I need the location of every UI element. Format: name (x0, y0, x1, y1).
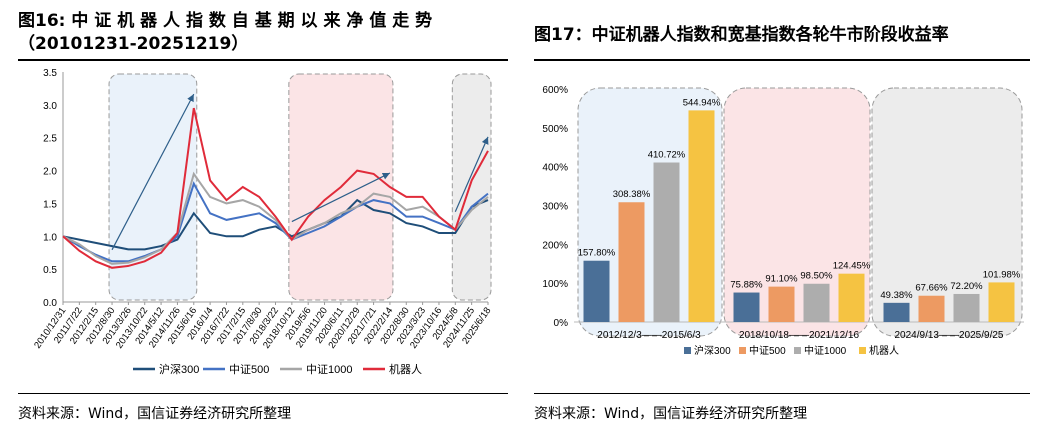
trend-arrow-1 (111, 93, 195, 251)
group-zone-2 (723, 87, 871, 337)
y-tick-label: 500% (542, 124, 568, 135)
bar (803, 283, 830, 322)
highlight-zone-3 (451, 73, 492, 301)
legend-swatch (794, 347, 801, 354)
category-label: 2012/12/3——2015/6/3 (597, 330, 701, 341)
y-tick-label: 3.5 (43, 68, 57, 79)
bar-value-label: 124.45% (833, 261, 871, 272)
y-tick-label: 3.0 (43, 101, 57, 112)
bar-value-label: 67.66% (915, 283, 948, 294)
bar (618, 202, 645, 322)
bar-value-label: 544.94% (683, 97, 721, 108)
bar-value-label: 157.80% (578, 248, 616, 259)
y-tick-label: 2.0 (43, 167, 57, 178)
bar-value-label: 75.88% (730, 280, 763, 291)
bar (768, 286, 795, 322)
bar (653, 162, 680, 322)
group-zone-3 (871, 87, 1023, 337)
bar-value-label: 410.72% (648, 150, 686, 161)
left-bottom-rule (18, 393, 508, 394)
series-line-4 (62, 107, 489, 269)
legend-swatch (859, 347, 866, 354)
bar (953, 293, 980, 322)
legend-label: 机器人 (389, 362, 422, 376)
legend-label: 中证1000 (306, 363, 352, 376)
series-line-2 (62, 181, 489, 263)
y-tick-label: 0% (554, 318, 569, 329)
bar (583, 260, 610, 322)
y-tick-label: 0.0 (43, 298, 57, 309)
bar (883, 302, 910, 322)
left-title-rule (18, 59, 508, 61)
bar-value-label: 98.50% (800, 271, 833, 282)
legend-label: 中证1000 (804, 344, 847, 357)
legend-label: 沪深300 (694, 344, 731, 357)
trend-arrow-2 (291, 172, 391, 223)
left-chart-title-line1: 图16: 中 证 机 器 人 指 数 自 基 期 以 来 净 值 走 势 (18, 11, 433, 31)
bar-value-label: 72.20% (950, 281, 983, 292)
legend-label: 中证500 (229, 363, 269, 376)
trend-arrow-3 (454, 136, 489, 212)
bar (838, 273, 865, 322)
legend-swatch (684, 347, 691, 354)
line-chart: 0.00.51.01.52.02.53.03.52010/12/312011/7… (32, 68, 493, 376)
bar (988, 282, 1015, 322)
series-line-3 (62, 171, 489, 265)
right-title-rule (534, 59, 1030, 61)
y-tick-label: 300% (542, 202, 568, 213)
y-tick-label: 100% (542, 279, 568, 290)
category-label: 2024/9/13——2025/9/25 (895, 330, 1004, 341)
bar-value-label: 101.98% (983, 269, 1021, 280)
series-line-1 (62, 198, 489, 251)
right-chart-title: 图17：中证机器人指数和宽基指数各轮牛市阶段收益率 (534, 25, 949, 45)
y-tick-label: 200% (542, 240, 568, 251)
bar-value-label: 308.38% (613, 189, 651, 200)
bar (918, 295, 945, 322)
bar-value-label: 49.38% (880, 290, 913, 301)
right-source: 资料来源：Wind，国信证券经济研究所整理 (534, 406, 808, 422)
right-bottom-rule (534, 393, 1030, 394)
left-source: 资料来源：Wind，国信证券经济研究所整理 (18, 406, 292, 422)
y-tick-label: 2.5 (43, 134, 57, 145)
category-label: 2018/10/18——2021/12/16 (739, 330, 860, 341)
y-tick-label: 1.0 (43, 232, 57, 243)
left-chart-title-line2: （20101231-20251219） (18, 34, 249, 54)
bar (733, 292, 760, 322)
y-tick-label: 0.5 (43, 265, 57, 276)
y-tick-label: 600% (542, 85, 568, 96)
legend-swatch (739, 347, 746, 354)
bar (688, 110, 715, 322)
legend-label: 沪深300 (159, 362, 199, 376)
bar-chart: 0% 100% 200% 300% 400% 500% 600% 157.80% 308.38%… (542, 85, 1024, 357)
legend-label: 机器人 (869, 344, 899, 357)
legend-label: 中证500 (749, 344, 786, 357)
group-zone-1 (577, 87, 723, 337)
bar-value-label: 91.10% (765, 274, 798, 285)
y-tick-label: 400% (542, 163, 568, 174)
y-tick-label: 1.5 (43, 199, 57, 210)
